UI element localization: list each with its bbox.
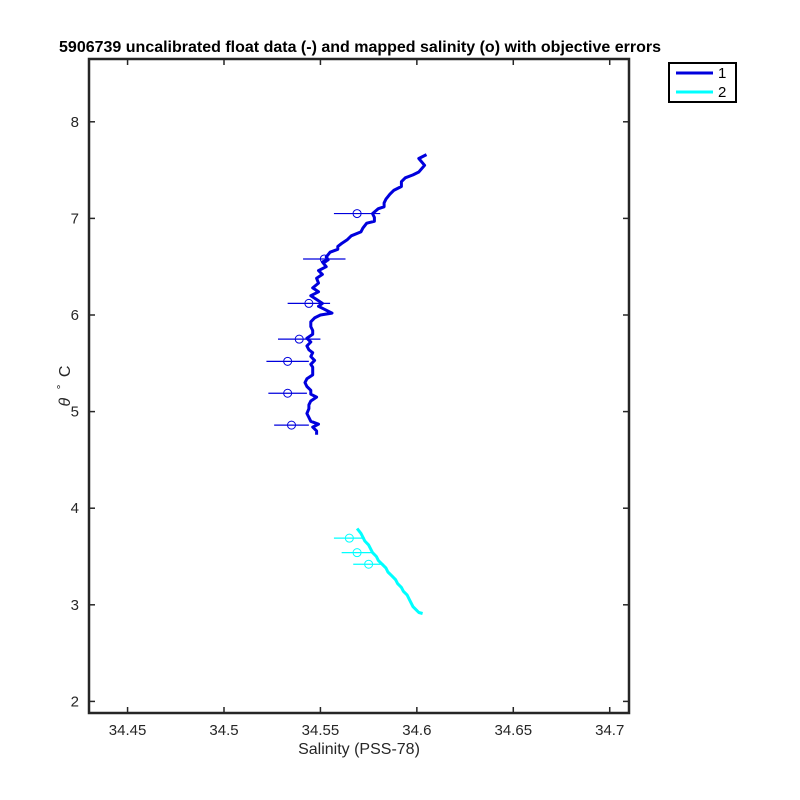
y-axis-label-unit: C xyxy=(57,366,74,378)
legend-label-1: 1 xyxy=(718,65,726,82)
mapped-point xyxy=(352,209,362,219)
series-layer xyxy=(266,153,428,615)
x-tick-label: 34.7 xyxy=(595,722,624,739)
x-axis-label: Salinity (PSS-78) xyxy=(298,741,420,758)
x-tick-label: 34.5 xyxy=(209,722,238,739)
mapped-point xyxy=(283,388,293,398)
y-axis: 2 3 4 5 6 7 8 xyxy=(71,114,629,710)
y-tick-label: 6 xyxy=(71,307,79,324)
mapped-point xyxy=(304,298,314,308)
mapped-point xyxy=(352,548,362,558)
legend-label-2: 2 xyxy=(718,84,726,101)
series-line xyxy=(355,527,423,615)
y-tick-label: 3 xyxy=(71,597,79,614)
mapped-point xyxy=(294,334,304,344)
y-tick-label: 5 xyxy=(71,404,79,421)
y-tick-label: 7 xyxy=(71,210,79,227)
x-tick-label: 34.65 xyxy=(495,722,533,739)
legend-box xyxy=(668,62,737,103)
mapped-point xyxy=(283,356,293,366)
mapped-point xyxy=(319,254,329,264)
mapped-point xyxy=(344,533,354,543)
x-axis: 34.45 34.5 34.55 34.6 34.65 34.7 xyxy=(109,59,624,739)
y-axis-label-degree: ° xyxy=(54,384,68,389)
plot-area xyxy=(87,57,631,715)
y-axis-label: θ ° C xyxy=(52,366,74,407)
x-tick-label: 34.55 xyxy=(302,722,340,739)
mapped-point xyxy=(287,420,296,430)
x-tick-label: 34.6 xyxy=(402,722,431,739)
chart-title: 5906739 uncalibrated float data (-) and … xyxy=(59,39,661,56)
y-axis-label-symbol: θ xyxy=(57,397,74,406)
series-1 xyxy=(266,153,428,435)
mapped-point xyxy=(364,559,374,569)
legend: 1 2 xyxy=(668,62,737,103)
series-2 xyxy=(333,527,423,615)
y-tick-label: 2 xyxy=(71,693,79,710)
y-tick-label: 8 xyxy=(71,114,79,131)
svg-text:θ ° C: θ ° C xyxy=(52,366,74,407)
x-tick-label: 34.45 xyxy=(109,722,147,739)
y-tick-label: 4 xyxy=(71,500,79,517)
series-line xyxy=(303,153,428,435)
